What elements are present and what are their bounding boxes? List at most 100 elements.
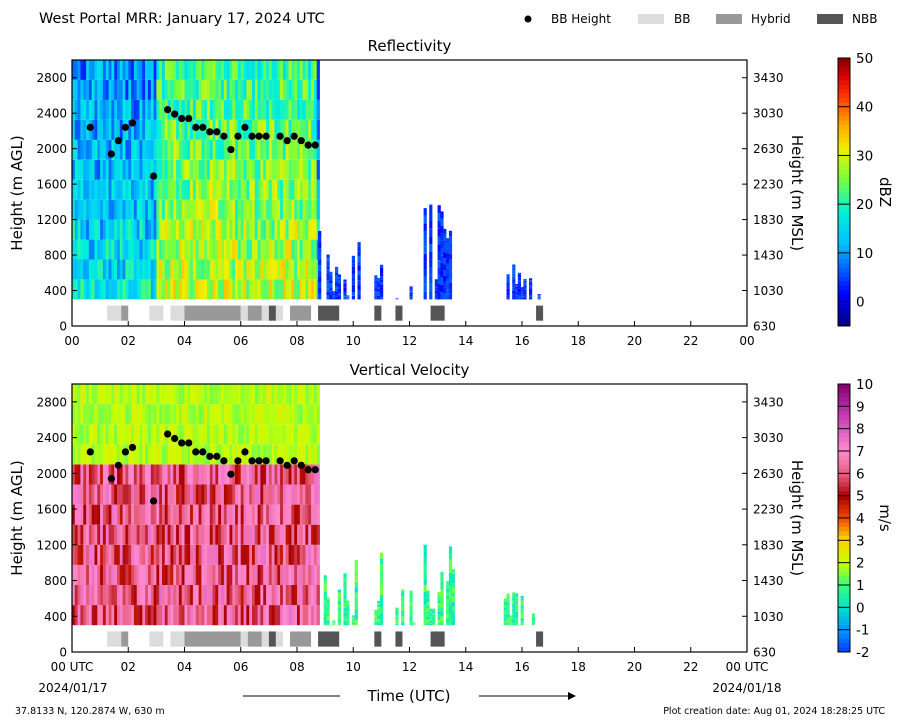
echo-cell xyxy=(520,293,524,295)
echo-cell xyxy=(229,159,233,180)
echo-cell xyxy=(111,384,115,405)
echo-cell xyxy=(243,585,247,606)
echo-cell xyxy=(147,585,152,606)
echo-cell xyxy=(351,623,355,625)
echo-cell xyxy=(268,179,273,200)
echo-cell xyxy=(133,424,138,445)
echo-cell xyxy=(440,218,444,226)
echo-cell xyxy=(192,424,197,445)
echo-cell xyxy=(318,265,322,271)
echo-cell xyxy=(291,464,295,485)
echo-cell xyxy=(209,279,213,300)
echo-cell xyxy=(443,281,447,288)
echo-cell xyxy=(105,524,109,545)
echo-cell xyxy=(167,605,171,626)
echo-cell xyxy=(218,259,222,280)
echo-cell xyxy=(305,544,309,565)
echo-cell xyxy=(187,444,191,465)
echo-cell xyxy=(249,199,253,220)
echo-cell xyxy=(311,60,315,80)
echo-cell xyxy=(221,159,225,180)
echo-cell xyxy=(401,598,405,602)
echo-cell xyxy=(162,504,166,525)
echo-cell xyxy=(207,464,211,485)
echo-cell xyxy=(139,464,143,485)
echo-cell xyxy=(184,60,188,80)
echo-cell xyxy=(232,404,236,425)
echo-cell xyxy=(80,564,84,585)
echo-cell xyxy=(170,60,174,80)
echo-cell xyxy=(285,79,289,100)
echo-cell xyxy=(167,259,171,280)
echo-cell xyxy=(131,605,135,626)
echo-cell xyxy=(512,279,516,282)
echo-cell xyxy=(181,199,185,220)
y-right-tick-label: 2630 xyxy=(753,142,784,156)
echo-cell xyxy=(437,252,441,261)
echo-cell xyxy=(94,564,98,585)
echo-cell xyxy=(142,79,146,100)
echo-cell xyxy=(159,199,163,220)
echo-cell xyxy=(531,621,535,623)
echo-cell xyxy=(517,288,521,291)
echo-cell xyxy=(162,179,166,200)
echo-cell xyxy=(72,544,76,565)
bb-height-point xyxy=(128,443,137,452)
echo-cell xyxy=(88,384,93,405)
echo-cell xyxy=(74,484,78,505)
colorbar-cell xyxy=(838,419,850,425)
echo-cell xyxy=(374,612,378,614)
echo-cell xyxy=(102,179,107,200)
echo-cell xyxy=(531,614,535,616)
echo-cell xyxy=(204,60,208,80)
echo-cell xyxy=(257,79,261,100)
echo-cell xyxy=(190,585,194,606)
echo-cell xyxy=(357,256,361,262)
echo-cell xyxy=(280,99,284,120)
echo-cell xyxy=(91,219,95,240)
echo-cell xyxy=(305,79,309,100)
echo-cell xyxy=(451,592,455,598)
echo-cell xyxy=(195,60,199,80)
echo-cell xyxy=(260,79,264,100)
bb-type-segment xyxy=(318,305,340,321)
echo-cell xyxy=(178,99,183,120)
colorbar-cell xyxy=(838,589,850,595)
echo-cell xyxy=(374,611,378,613)
y-right-tick-label: 1030 xyxy=(753,610,784,624)
bb-height-point xyxy=(248,132,256,140)
echo-cell xyxy=(311,564,315,585)
echo-cell xyxy=(164,484,168,505)
echo-cell xyxy=(240,564,244,585)
echo-cell xyxy=(503,609,507,612)
echo-cell xyxy=(108,524,112,545)
echo-cell xyxy=(159,139,163,160)
echo-cell xyxy=(184,404,188,425)
echo-cell xyxy=(86,199,90,220)
echo-cell xyxy=(156,279,160,300)
echo-cell xyxy=(509,618,513,619)
echo-cell xyxy=(229,279,233,300)
colorbar-cell xyxy=(838,518,850,523)
echo-cell xyxy=(108,585,112,606)
echo-cell xyxy=(237,119,242,140)
echo-cell xyxy=(280,404,284,425)
echo-cell xyxy=(520,289,524,290)
echo-cell xyxy=(263,60,267,80)
echo-cell xyxy=(257,199,261,220)
echo-cell xyxy=(409,602,413,606)
echo-cell xyxy=(243,384,247,405)
colorbar-cell xyxy=(838,620,850,626)
colorbar-tick-label: 7 xyxy=(856,444,865,460)
echo-cell xyxy=(223,504,228,525)
echo-cell xyxy=(515,604,519,607)
echo-cell xyxy=(291,524,295,545)
echo-cell xyxy=(131,159,135,180)
echo-cell xyxy=(105,259,109,280)
echo-cell xyxy=(235,259,239,280)
echo-cell xyxy=(243,484,247,505)
echo-cell xyxy=(111,585,115,606)
echo-cell xyxy=(506,598,510,602)
echo-cell xyxy=(285,404,289,425)
echo-cell xyxy=(147,179,152,200)
